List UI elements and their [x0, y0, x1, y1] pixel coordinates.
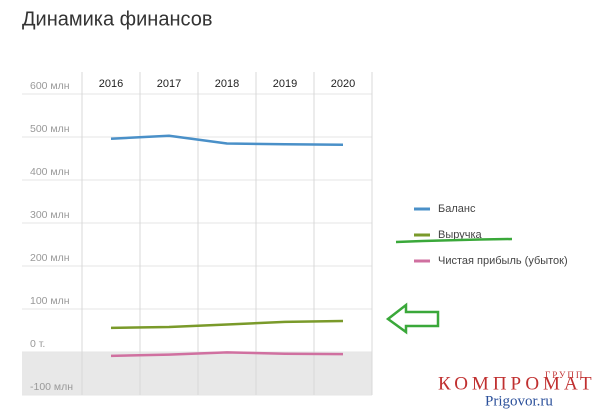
- annotation-arrow: [385, 302, 440, 335]
- legend-label: Выручка: [438, 229, 483, 241]
- annotation-underline: [395, 237, 513, 244]
- plot: -100 млн 0 т. 100 млн 200 млн 300 млн 400 млн…: [22, 72, 568, 396]
- y-tick-label: 200 млн: [30, 252, 70, 264]
- watermark-small: ГРУПП: [545, 370, 584, 380]
- x-tick-label: 2017: [157, 78, 181, 90]
- y-tick-label: -100 млн: [30, 381, 73, 393]
- series-line: [110, 351, 344, 358]
- x-tick-label: 2016: [99, 78, 123, 90]
- y-tick-label: 600 млн: [30, 80, 70, 92]
- x-tick-label: 2020: [331, 78, 355, 90]
- y-tick-label: 500 млн: [30, 123, 70, 135]
- series-line: [110, 134, 344, 146]
- watermark-site: Prigovor.ru: [485, 393, 553, 409]
- series-line: [110, 319, 344, 330]
- negative-area: [22, 352, 372, 395]
- legend-label: Чистая прибыль (убыток): [438, 255, 568, 267]
- legend-label: Баланс: [438, 203, 476, 215]
- watermark-main: КОМПРОМАТ: [438, 373, 596, 394]
- y-tick-label: 400 млн: [30, 166, 70, 178]
- y-tick-label: 100 млн: [30, 295, 70, 307]
- y-tick-label: 0 т.: [30, 338, 45, 350]
- chart-title: Динамика финансов: [22, 8, 213, 30]
- x-tick-label: 2018: [215, 78, 239, 90]
- x-tick-label: 2019: [273, 78, 297, 90]
- y-tick-label: 300 млн: [30, 209, 70, 221]
